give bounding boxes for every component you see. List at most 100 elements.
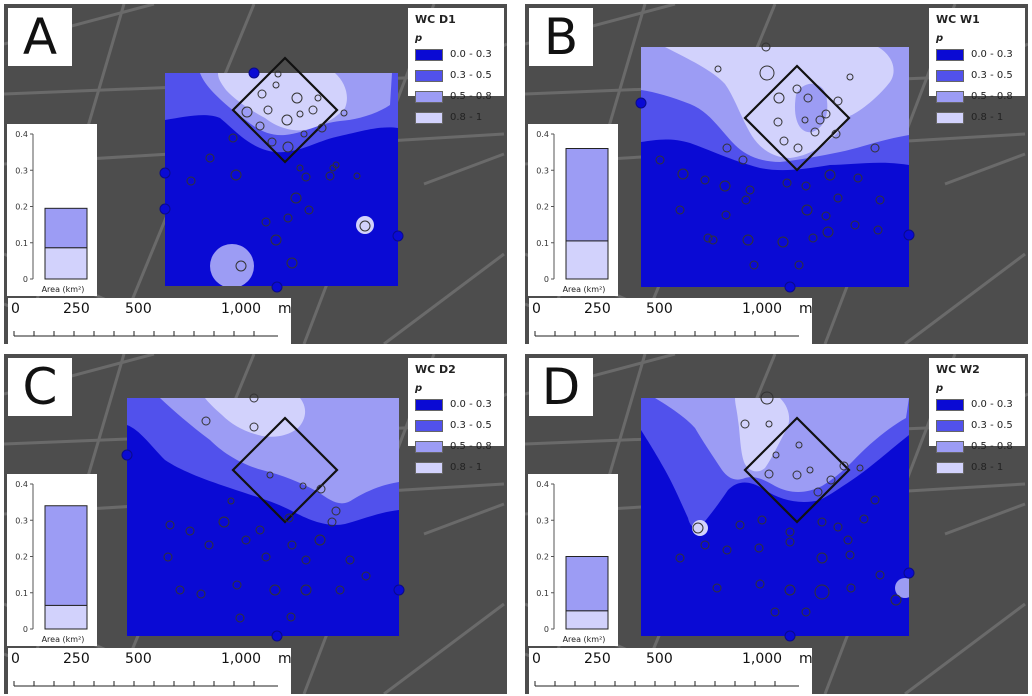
street-line <box>383 252 505 344</box>
scale-bar-graphic <box>13 331 278 337</box>
sample-point <box>757 515 767 525</box>
legend-label: 0.8 - 1 <box>971 462 1004 473</box>
inset-tick-label: 0.4 <box>15 480 28 489</box>
map-legend: WC W1 p 0.0 - 0.3 0.3 - 0.5 0.5 - 0.8 0.8 - 1 <box>929 8 1025 124</box>
legend-label: 0.5 - 0.8 <box>971 441 1013 452</box>
class-zone <box>794 83 828 133</box>
scale-label: 250 <box>63 651 90 667</box>
sample-point <box>299 482 307 490</box>
sample-point <box>773 117 783 127</box>
sample-point <box>241 106 253 118</box>
sample-point <box>714 65 722 73</box>
legend-variable: p <box>415 383 423 394</box>
legend-variable: p <box>936 33 944 44</box>
legend-label: 0.3 - 0.5 <box>450 420 492 431</box>
sample-point <box>792 470 802 480</box>
probability-surface <box>165 73 398 286</box>
inset-tick-label: 0.4 <box>536 480 549 489</box>
street-line <box>423 502 505 536</box>
scale-label: 1,000 <box>742 651 783 667</box>
street-line <box>944 152 1026 186</box>
edge-sample-point <box>271 630 283 642</box>
scale-label: m <box>799 301 813 317</box>
class-zone <box>356 216 374 234</box>
scale-bar: 0 250 500 1,000 m <box>8 298 292 344</box>
sample-point <box>712 583 722 593</box>
sample-point <box>801 116 809 124</box>
sample-point <box>850 220 860 230</box>
sample-point <box>873 225 883 235</box>
study-area-square <box>743 64 851 172</box>
inset-bar-p05-08 <box>565 148 609 242</box>
legend-swatch <box>936 420 964 432</box>
legend-swatch <box>415 49 443 61</box>
sample-point <box>755 579 765 589</box>
sample-point <box>255 121 265 131</box>
scale-bar-graphic <box>13 681 278 687</box>
sample-point <box>760 391 774 405</box>
scale-bar: 0 250 500 1,000 m <box>8 648 292 694</box>
sample-point <box>331 506 341 516</box>
map-panel-a: A WC D1 p 0.0 - 0.3 0.3 - 0.5 0.5 - 0.8 0.8 - … <box>4 4 507 344</box>
inset-x-label: Area (km²) <box>563 635 606 644</box>
edge-sample-point <box>784 281 796 293</box>
sample-point <box>327 517 337 527</box>
class-zone <box>205 398 306 437</box>
inset-tick-label: 0 <box>544 625 549 634</box>
scale-label: 1,000 <box>221 651 262 667</box>
sample-point <box>777 236 789 248</box>
sample-point <box>745 185 755 195</box>
sample-point <box>232 580 242 590</box>
inset-tick-label: 0 <box>23 275 28 284</box>
street-line <box>383 602 505 694</box>
sample-point <box>719 180 731 192</box>
sample-point <box>785 527 795 537</box>
class-zone <box>692 520 708 536</box>
legend-label: 0.5 - 0.8 <box>450 441 492 452</box>
sample-point <box>742 234 754 246</box>
class-zone <box>839 47 894 116</box>
sample-point <box>255 525 265 535</box>
sample-point <box>833 522 843 532</box>
sample-point <box>795 441 803 449</box>
legend-label: 0.0 - 0.3 <box>971 399 1013 410</box>
sample-point <box>317 123 327 133</box>
scale-label: 0 <box>532 651 541 667</box>
inset-bar-p05-08 <box>44 207 88 249</box>
street-line <box>944 502 1026 536</box>
sample-point <box>749 260 759 270</box>
edge-sample-point <box>784 630 796 642</box>
sample-point <box>824 169 836 181</box>
legend-swatch <box>936 462 964 474</box>
sample-point <box>831 129 841 139</box>
inset-x-label: Area (km²) <box>563 285 606 294</box>
sample-point <box>794 260 804 270</box>
sample-point <box>738 155 748 165</box>
legend-label: 0.0 - 0.3 <box>971 49 1013 60</box>
sample-point <box>257 89 267 99</box>
sample-point <box>308 105 318 115</box>
sample-point <box>722 143 732 153</box>
inset-bar-p08-1 <box>44 604 88 630</box>
inset-tick-label: 0.3 <box>536 166 549 175</box>
sample-point <box>185 526 195 536</box>
edge-sample-point <box>121 449 133 461</box>
legend-variable: p <box>936 383 944 394</box>
scale-label: 500 <box>646 651 673 667</box>
scale-label: 500 <box>125 651 152 667</box>
scale-label: m <box>278 651 292 667</box>
sample-point <box>263 105 273 115</box>
sample-point <box>703 233 713 243</box>
sample-point <box>759 65 775 81</box>
sample-point <box>845 550 855 560</box>
sample-point <box>329 164 337 172</box>
scale-label: 250 <box>63 301 90 317</box>
legend-label: 0.3 - 0.5 <box>450 70 492 81</box>
sample-point <box>813 487 823 497</box>
sample-point <box>875 570 885 580</box>
scale-label: 0 <box>532 301 541 317</box>
edge-sample-point <box>903 229 915 241</box>
sample-point <box>228 133 238 143</box>
sample-point <box>806 466 814 474</box>
edge-sample-point <box>392 230 404 242</box>
